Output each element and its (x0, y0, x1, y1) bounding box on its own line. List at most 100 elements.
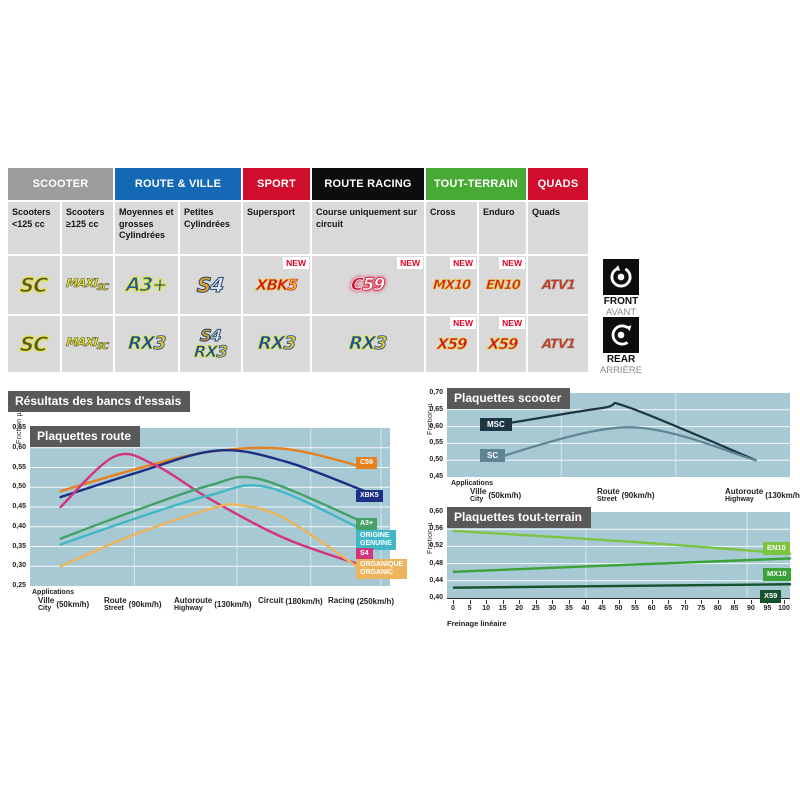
subheader-cross: Cross (426, 202, 477, 254)
cell-rear-scooter-ge125: MAXISC (62, 316, 113, 372)
new-badge: NEW (499, 317, 525, 329)
subheader-moyennes-cylindrees: Moyennes et grosses Cylindrées (115, 202, 178, 254)
route-chart-title: Plaquettes route (30, 426, 141, 447)
legend-en10: EN10 (763, 542, 790, 555)
logo-mx10: MX10 (432, 277, 471, 293)
route-xcat-racing: Racing (250km/h) (328, 596, 395, 606)
scooter-xaxis-label: Applications (451, 480, 494, 487)
subheader-supersport: Supersport (243, 202, 310, 254)
logo-c59: C59 (350, 274, 386, 295)
subheader-petites-cylindrees: Petites Cylindrées (180, 202, 241, 254)
logo-a3plus: A3+ (125, 273, 168, 296)
terrain-x-axis: 0 5 10 15 20 25 30 35 40 45 50 55 60 65 70 75 80 85 90 95 10… (447, 600, 790, 614)
legend-msc: MSC (480, 418, 512, 431)
legend-x59: X59 (760, 590, 782, 603)
rear-label: REAR (606, 354, 636, 365)
logo-maxi-sc: MAXISC (66, 335, 109, 353)
subheader-course-circuit: Course uniquement sur circuit (312, 202, 424, 254)
scooter-pads-chart: Friction µ 0,70 0,65 0,60 0,55 0,50 0,45 Plaq… (425, 385, 800, 503)
front-label: FRONT (603, 296, 639, 307)
scooter-xcat-route: Route Street (90km/h) (597, 487, 655, 504)
scooter-xcat-autoroute: Autoroute Highway (130km/h) (725, 487, 800, 504)
logo-sc: SC (19, 273, 49, 298)
new-badge: NEW (450, 257, 476, 269)
logo-x59: X59 (487, 334, 518, 353)
cell-front-petites: S4 (180, 256, 241, 314)
route-xcat-route: Route Street (90km/h) (104, 596, 162, 613)
scooter-y-axis: 0,70 0,65 0,60 0,55 0,50 0,45 (429, 389, 443, 480)
terrain-y-axis: 0,60 0,56 0,52 0,48 0,44 0,40 (429, 508, 443, 601)
cell-front-course: NEW C59 (312, 256, 424, 314)
route-y-axis: 0,65 0,60 0,55 0,50 0,45 0,40 0,35 0,30 0,25 (12, 424, 26, 589)
legend-sc: SC (480, 449, 506, 462)
legend-s4: S4 (356, 548, 373, 561)
cell-rear-cross: NEW X59 (426, 316, 477, 372)
logo-atv1: ATV1 (541, 277, 575, 293)
new-badge: NEW (499, 257, 525, 269)
group-header-route-racing: ROUTE RACING (312, 168, 424, 200)
terrain-pads-chart: Friction µ 0,60 0,56 0,52 0,48 0,44 0,40 Plaq… (425, 505, 800, 635)
legend-mx10: MX10 (763, 568, 791, 581)
route-chart-canvas (30, 428, 390, 586)
cell-front-scooter-lt125: SC (8, 256, 60, 314)
group-header-quads: QUADS (528, 168, 588, 200)
route-xcat-autoroute: Autoroute Highway (130km/h) (174, 596, 252, 613)
subheader-scooters-lt125: Scooters <125 cc (8, 202, 60, 254)
avant-label: AVANT (605, 307, 637, 318)
cell-front-cross: NEW MX10 (426, 256, 477, 314)
route-plot-area (30, 428, 390, 586)
logo-rx3: RX3 (127, 333, 167, 355)
subheader-enduro: Enduro (479, 202, 526, 254)
cell-front-quads: ATV1 (528, 256, 588, 314)
group-header-sport: SPORT (243, 168, 310, 200)
terrain-chart-canvas (447, 512, 792, 598)
logo-sc: SC (19, 332, 49, 357)
subheader-scooters-ge125: Scooters ≥125 cc (62, 202, 113, 254)
cell-front-scooter-ge125: MAXISC (62, 256, 113, 314)
cell-rear-petites: S4 RX3 (180, 316, 241, 372)
subheader-quads: Quads (528, 202, 588, 254)
cell-rear-course: RX3 (312, 316, 424, 372)
cell-front-supersport: NEW XBK5 (243, 256, 310, 314)
new-badge: NEW (450, 317, 476, 329)
logo-x59: X59 (436, 334, 467, 353)
logo-rx3: RX3 (257, 333, 297, 355)
route-xcat-circuit: Circuit (180km/h) (258, 596, 323, 606)
cell-rear-moyennes: RX3 (115, 316, 178, 372)
front-brake-disc-icon (603, 259, 639, 295)
section-title: Résultats des bancs d'essais (8, 391, 191, 412)
rear-axle-marker: REAR ARRIÈRE (598, 317, 644, 376)
new-badge: NEW (283, 257, 309, 269)
cell-front-moyennes: A3+ (115, 256, 178, 314)
legend-xbk5: XBK5 (356, 490, 383, 503)
logo-atv1: ATV1 (541, 336, 575, 352)
scooter-chart-title: Plaquettes scooter (447, 388, 571, 409)
group-header-tout-terrain: TOUT-TERRAIN (426, 168, 526, 200)
cell-rear-scooter-lt125: SC (8, 316, 60, 372)
legend-a3plus: A3+ (356, 518, 378, 531)
route-pads-chart: Friction µ 0,65 0,60 0,55 0,50 0,45 0,40 0,35 0… (8, 400, 408, 632)
front-axle-marker: FRONT AVANT (598, 259, 644, 318)
logo-s4: S4 (196, 273, 225, 298)
route-xcat-ville: Ville City (50km/h) (38, 596, 90, 613)
cell-front-enduro: NEW EN10 (479, 256, 526, 314)
terrain-xaxis-label: Freinage linéaire (447, 619, 507, 628)
logo-rx3: RX3 (193, 342, 228, 362)
logo-maxi-sc: MAXISC (66, 276, 109, 294)
scooter-xcat-ville: Ville City (50km/h) (470, 487, 522, 504)
group-header-route-ville: ROUTE & VILLE (115, 168, 241, 200)
legend-organique: ORGANIQUE ORGANIC (356, 559, 408, 580)
rear-brake-disc-icon (603, 317, 639, 353)
new-badge: NEW (397, 257, 423, 269)
route-xaxis-label: Applications (32, 589, 75, 596)
logo-rx3: RX3 (348, 333, 388, 355)
legend-origine: ORIGINE GENUINE (356, 530, 396, 551)
legend-c59: C59 (356, 457, 377, 470)
arriere-label: ARRIÈRE (599, 365, 643, 376)
logo-en10: EN10 (485, 277, 521, 293)
cell-rear-supersport: RX3 (243, 316, 310, 372)
terrain-chart-title: Plaquettes tout-terrain (447, 507, 592, 528)
logo-xbk5: XBK5 (255, 275, 298, 294)
group-header-scooter: SCOOTER (8, 168, 113, 200)
